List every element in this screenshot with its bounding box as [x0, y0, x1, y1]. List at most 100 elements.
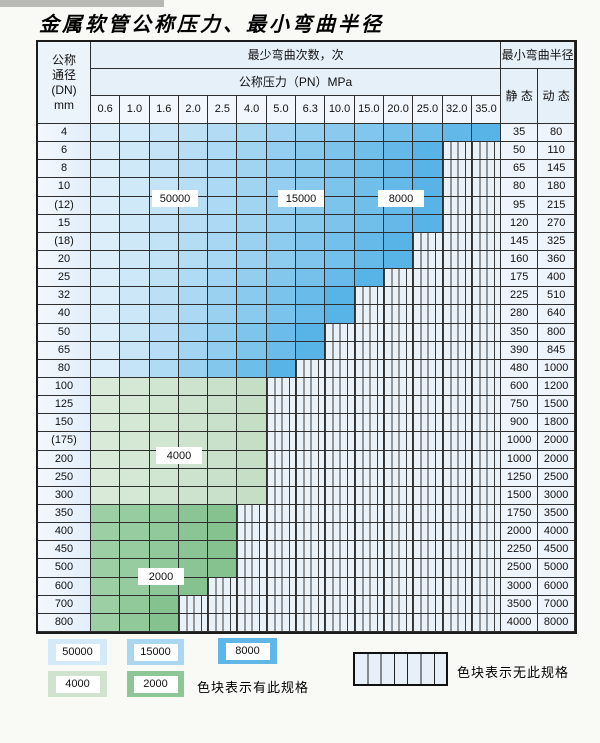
no-spec-cell: [325, 396, 355, 415]
no-spec-cell: [325, 559, 355, 578]
dynamic-header: 动 态: [538, 69, 576, 124]
no-spec-cell: [383, 486, 414, 505]
spec-cell: [208, 504, 238, 524]
spec-cell: [237, 396, 267, 415]
no-spec-cell: [296, 432, 326, 451]
spec-cell: [237, 305, 267, 324]
spec-cell: [237, 414, 267, 433]
dynamic-value: 800: [538, 323, 576, 342]
spec-cell: [178, 160, 209, 179]
no-spec-cell: [266, 577, 297, 596]
spec-cell: [120, 595, 150, 614]
pressure-value-header: 0.6: [91, 96, 121, 124]
no-spec-cell: [442, 541, 472, 560]
no-spec-cell: [413, 250, 443, 270]
no-spec-cell: [442, 613, 472, 632]
spec-cell: [208, 214, 238, 233]
spec-cell: [237, 287, 267, 306]
spec-cell: [91, 160, 121, 179]
spec-cell: [149, 377, 179, 397]
spec-cell: [120, 341, 150, 360]
spec-cell: [178, 559, 209, 578]
dynamic-value: 145: [538, 160, 576, 179]
dn-header-line: mm: [54, 98, 74, 112]
spec-cell: [354, 269, 384, 288]
static-value: 750: [501, 396, 539, 415]
no-spec-cell: [325, 595, 355, 614]
spec-cell: [413, 214, 443, 233]
no-spec-cell: [325, 432, 355, 451]
pressure-value-header: 15.0: [354, 96, 384, 124]
no-spec-cell: [442, 468, 472, 487]
no-spec-cell: [471, 595, 502, 614]
no-spec-cell: [442, 414, 472, 433]
no-spec-cell: [471, 250, 502, 270]
spec-cell: [208, 323, 238, 342]
dn-cell: 6: [38, 142, 91, 161]
static-value: 280: [501, 305, 539, 324]
spec-cell: [120, 269, 150, 288]
no-spec-cell: [266, 486, 297, 505]
spec-cell: [296, 269, 326, 288]
no-spec-cell: [471, 468, 502, 487]
spec-cell: [325, 287, 355, 306]
spec-cell: [266, 124, 297, 143]
legend-has-spec-note: 色块表示有此规格: [197, 680, 310, 695]
spec-cell: [471, 124, 502, 143]
pressure-value-header: 2.0: [178, 96, 209, 124]
spec-cell: [266, 250, 297, 270]
no-spec-cell: [471, 450, 502, 469]
spec-cell: [178, 214, 209, 233]
spec-cell: [120, 178, 150, 197]
static-value: 350: [501, 323, 539, 342]
spec-cell: [383, 232, 414, 251]
dynamic-value: 270: [538, 214, 576, 233]
spec-cell: [91, 396, 121, 415]
no-spec-cell: [325, 504, 355, 524]
no-spec-cell: [413, 414, 443, 433]
dynamic-value: 4500: [538, 541, 576, 560]
dn-cell: 20: [38, 250, 91, 270]
spec-cell: [266, 323, 297, 342]
spec-cell: [91, 214, 121, 233]
no-spec-cell: [325, 541, 355, 560]
spec-cell: [266, 214, 297, 233]
no-spec-cell: [354, 523, 384, 542]
spec-cell: [237, 377, 267, 397]
spec-cell: [91, 250, 121, 270]
no-spec-cell: [442, 269, 472, 288]
no-spec-cell: [442, 486, 472, 505]
pressure-value-header: 10.0: [325, 96, 355, 124]
static-value: 160: [501, 250, 539, 270]
no-spec-cell: [296, 468, 326, 487]
no-spec-cell: [413, 377, 443, 397]
static-value: 145: [501, 232, 539, 251]
no-spec-cell: [471, 359, 502, 378]
no-spec-cell: [383, 559, 414, 578]
no-spec-cell: [471, 432, 502, 451]
spec-cell: [208, 341, 238, 360]
spec-cell: [296, 160, 326, 179]
legend-no-spec-swatch: [353, 652, 448, 686]
no-spec-cell: [383, 341, 414, 360]
dn-cell: 400: [38, 523, 91, 542]
no-spec-cell: [471, 160, 502, 179]
dn-cell: 80: [38, 359, 91, 378]
spec-cell: [208, 142, 238, 161]
no-spec-cell: [325, 468, 355, 487]
no-spec-cell: [178, 613, 209, 632]
page-title: 金属软管公称压力、最小弯曲半径: [39, 12, 384, 36]
spec-cell: [91, 541, 121, 560]
spec-cell: [208, 468, 238, 487]
spec-cell: [296, 250, 326, 270]
spec-cell: [120, 142, 150, 161]
no-spec-cell: [442, 559, 472, 578]
no-spec-cell: [413, 523, 443, 542]
spec-cell: [208, 124, 238, 143]
pressure-value-header: 1.6: [149, 96, 179, 124]
pressure-title-header: 公称压力（PN）MPa: [91, 69, 502, 96]
pressure-value-header: 35.0: [471, 96, 502, 124]
legend-label-8000: 8000: [225, 642, 270, 660]
spec-cell: [178, 577, 209, 596]
no-spec-cell: [354, 486, 384, 505]
